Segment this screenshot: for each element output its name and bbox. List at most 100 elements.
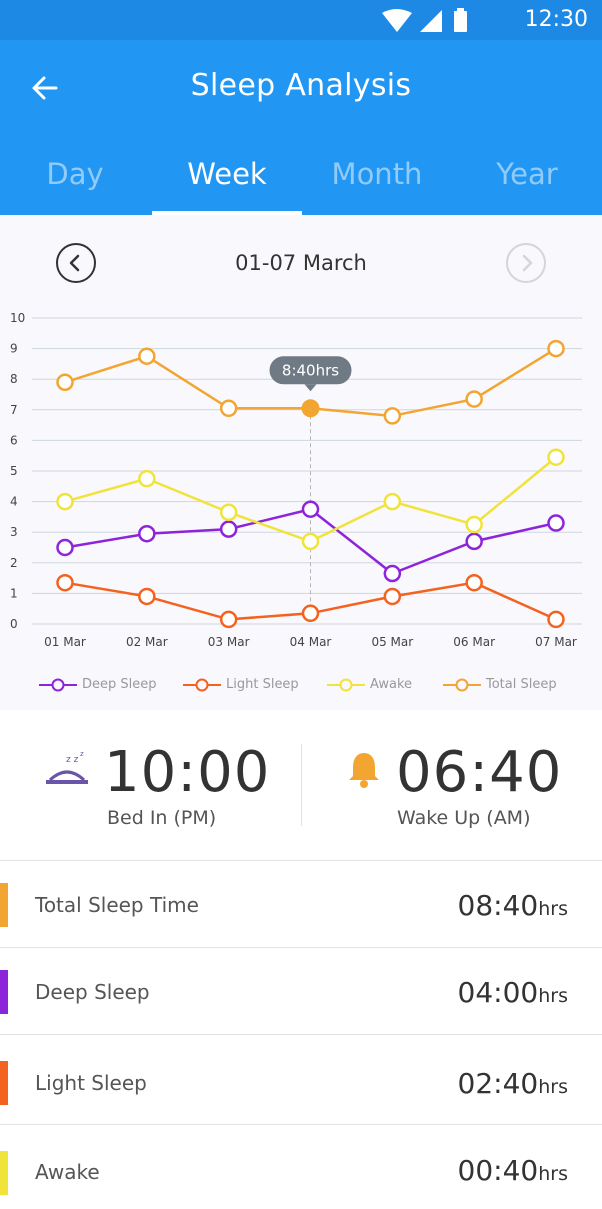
legend-label: Total Sleep — [486, 677, 557, 692]
y-tick-label: 10 — [10, 311, 25, 325]
total-sleep-point — [547, 339, 565, 358]
legend-marker-icon — [327, 678, 365, 691]
period-tabs: Day Week Month Year — [0, 150, 602, 215]
stat-value: 00:40hrs — [458, 1154, 568, 1187]
chevron-left-icon — [69, 254, 80, 272]
y-tick-label: 0 — [10, 617, 18, 631]
bed-in-label: Bed In (PM) — [107, 807, 217, 829]
bed-sleep-icon: z z z — [46, 750, 88, 784]
deep-sleep-point — [465, 532, 483, 551]
stat-unit: hrs — [538, 898, 568, 920]
app-bar: Sleep Analysis Day Week Month Year — [0, 40, 602, 215]
sleep-line-chart: 0 1 2 3 4 5 6 7 8 9 10 01 Mar 02 Mar 03 Mar 04 Mar 05 … — [10, 311, 582, 649]
y-tick-label: 1 — [10, 586, 18, 600]
x-axis-ticks: 01 Mar 02 Mar 03 Mar 04 Mar 05 Mar 06 Mar 07 M… — [44, 635, 577, 649]
sleep-summary: z z z 10:00 Bed In (PM) 06:40 Wake Up (A… — [0, 710, 602, 860]
light-sleep-point — [547, 610, 565, 629]
date-range: 01-07 March — [235, 251, 367, 275]
y-tick-label: 2 — [10, 556, 18, 570]
y-axis-ticks: 0 1 2 3 4 5 6 7 8 9 10 — [10, 311, 25, 631]
tooltip-text: 8:40hrs — [282, 361, 339, 379]
deep-sleep-point — [383, 564, 402, 583]
awake-point — [219, 503, 238, 522]
total-sleep-point — [219, 399, 238, 418]
stat-label: Awake — [35, 1160, 100, 1184]
wifi-icon — [382, 9, 412, 32]
legend-label: Deep Sleep — [82, 677, 157, 692]
light-sleep-point — [301, 604, 320, 623]
chart-legend: Deep Sleep Light Sleep Awake Total Sleep — [0, 675, 602, 695]
status-bar: 12:30 — [0, 0, 602, 40]
tab-week[interactable]: Week — [187, 157, 267, 191]
deep-sleep-point — [547, 514, 565, 532]
stat-row-light-sleep: Light Sleep 02:40hrs — [0, 1034, 602, 1125]
chart-series — [56, 339, 565, 629]
wake-up-block: 06:40 Wake Up (AM) — [346, 740, 576, 840]
battery-icon — [454, 8, 467, 32]
x-tick-label: 07 Mar — [535, 635, 577, 649]
awake-color-bar — [0, 1151, 8, 1195]
deep-sleep-point — [301, 500, 320, 518]
stat-value-number: 08:40 — [457, 889, 539, 922]
legend-awake: Awake — [326, 675, 412, 695]
tab-day[interactable]: Day — [46, 157, 104, 191]
legend-deep-sleep: Deep Sleep — [38, 675, 157, 695]
stat-value-number: 02:40 — [457, 1067, 539, 1100]
bell-icon — [349, 753, 379, 788]
total-sleep-point — [301, 399, 320, 418]
stat-value-number: 04:00 — [457, 976, 539, 1009]
y-tick-label: 3 — [10, 525, 18, 539]
svg-text:z: z — [80, 750, 84, 758]
y-tick-label: 8 — [10, 372, 18, 386]
tab-indicator — [152, 211, 302, 215]
light-sleep-point — [383, 587, 402, 606]
y-tick-label: 5 — [10, 464, 18, 478]
awake-point — [138, 469, 156, 488]
awake-point — [465, 515, 483, 534]
total-sleep-color-bar — [0, 883, 8, 927]
stat-unit: hrs — [538, 1076, 568, 1098]
legend-marker-icon — [443, 678, 481, 691]
stat-row-total-sleep: Total Sleep Time 08:40hrs — [0, 860, 602, 948]
light-sleep-point — [219, 610, 238, 629]
stat-unit: hrs — [538, 1163, 568, 1185]
deep-sleep-point — [219, 520, 238, 538]
chart-section: 01-07 March 0 1 2 3 4 5 6 7 8 9 10 01 Mar 02 Mar 03 … — [0, 215, 602, 710]
stat-label: Deep Sleep — [35, 980, 150, 1004]
x-tick-label: 06 Mar — [453, 635, 495, 649]
awake-point — [547, 448, 565, 466]
stat-row-deep-sleep: Deep Sleep 04:00hrs — [0, 947, 602, 1035]
tab-month[interactable]: Month — [331, 157, 423, 191]
stat-unit: hrs — [538, 985, 568, 1007]
y-tick-label: 7 — [10, 403, 18, 417]
total-sleep-point — [465, 390, 483, 408]
back-button[interactable] — [24, 68, 70, 108]
svg-text:z z: z z — [66, 755, 79, 765]
previous-week-button[interactable] — [56, 243, 96, 283]
x-tick-label: 01 Mar — [44, 635, 86, 649]
legend-total-sleep: Total Sleep — [442, 675, 557, 695]
deep-sleep-point — [138, 524, 156, 543]
x-tick-label: 04 Mar — [290, 635, 332, 649]
legend-label: Awake — [370, 677, 413, 692]
status-time: 12:30 — [524, 7, 588, 32]
light-sleep-point — [138, 587, 156, 606]
awake-point — [301, 532, 320, 551]
legend-marker-icon — [39, 678, 77, 691]
summary-divider — [301, 744, 302, 826]
page-title: Sleep Analysis — [190, 68, 412, 103]
bed-in-time: 10:00 — [104, 740, 271, 805]
y-tick-label: 9 — [10, 342, 18, 356]
chevron-right-icon — [522, 254, 533, 272]
x-tick-label: 02 Mar — [126, 635, 168, 649]
wake-up-time: 06:40 — [396, 740, 563, 805]
next-week-button[interactable] — [506, 243, 546, 283]
y-tick-label: 6 — [10, 433, 18, 447]
tab-year[interactable]: Year — [496, 157, 558, 191]
stat-row-awake: Awake 00:40hrs — [0, 1124, 602, 1209]
total-sleep-point — [56, 373, 74, 392]
awake-point — [383, 492, 402, 511]
awake-point — [56, 492, 74, 511]
stat-value: 02:40hrs — [458, 1067, 568, 1100]
total-sleep-point — [383, 407, 402, 425]
